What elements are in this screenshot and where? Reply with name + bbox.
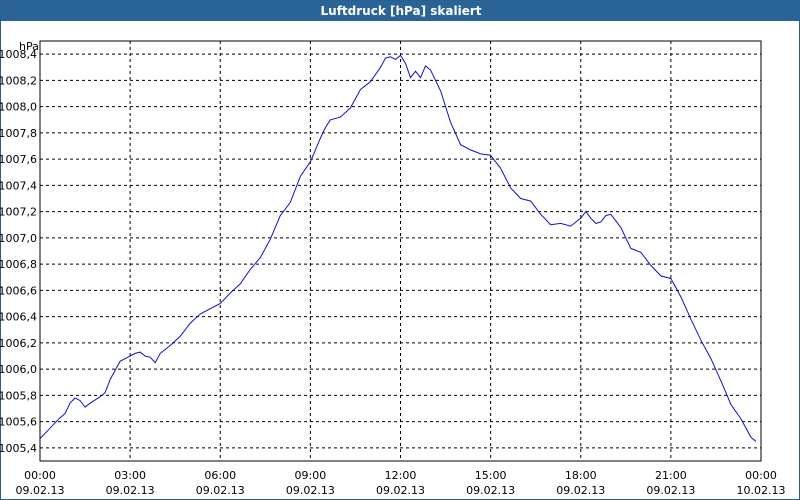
plot-area-border [39, 40, 762, 462]
x-tick-time: 06:00 [204, 469, 236, 482]
x-axis-ticks: 00:00 09.02.13 03:00 09.02.13 06:00 09.02.13 0… [16, 469, 786, 497]
y-tick-label: 1007,8 [0, 127, 37, 140]
y-axis-ticks: 1005,4 1005,6 1005,8 1006,0 1006,2 1006,4 1006… [0, 48, 37, 455]
y-tick-label: 1007,0 [0, 232, 37, 245]
x-tick-date: 09.02.13 [466, 484, 515, 497]
y-axis-unit: hPa [19, 40, 39, 53]
x-tick-date: 09.02.13 [286, 484, 335, 497]
x-tick-date: 09.02.13 [196, 484, 245, 497]
x-tick-time: 09:00 [295, 469, 327, 482]
y-tick-label: 1005,4 [0, 442, 37, 455]
y-tick-label: 1007,6 [0, 153, 37, 166]
y-tick-label: 1005,6 [0, 416, 37, 429]
x-tick-date: 09.02.13 [556, 484, 605, 497]
x-tick-time: 12:00 [385, 469, 417, 482]
x-tick-time: 03:00 [114, 469, 146, 482]
y-tick-label: 1007,2 [0, 206, 37, 219]
pressure-series-line [39, 54, 757, 442]
y-tick-label: 1006,2 [0, 337, 37, 350]
y-tick-label: 1006,4 [0, 311, 37, 324]
y-tick-label: 1008,2 [0, 74, 37, 87]
x-tick-time: 21:00 [655, 469, 687, 482]
x-tick-time: 15:00 [475, 469, 507, 482]
x-tick-date: 09.02.13 [106, 484, 155, 497]
y-tick-label: 1007,4 [0, 179, 37, 192]
x-tick-time: 18:00 [565, 469, 597, 482]
grid [40, 41, 761, 461]
y-tick-label: 1006,8 [0, 258, 37, 271]
x-tick-date: 09.02.13 [646, 484, 695, 497]
y-tick-label: 1006,6 [0, 284, 37, 297]
y-tick-label: 1008,0 [0, 101, 37, 114]
x-tick-time: 00:00 [745, 469, 777, 482]
y-tick-label: 1008,4 [0, 48, 37, 61]
x-tick-date: 09.02.13 [16, 484, 65, 497]
chart-title: Luftdruck [hPa] skaliert [1, 1, 800, 21]
x-tick-date: 09.02.13 [376, 484, 425, 497]
x-tick-time: 00:00 [24, 469, 56, 482]
y-tick-label: 1006,0 [0, 363, 37, 376]
x-tick-date: 10.02.13 [737, 484, 786, 497]
y-tick-label: 1005,8 [0, 389, 37, 402]
